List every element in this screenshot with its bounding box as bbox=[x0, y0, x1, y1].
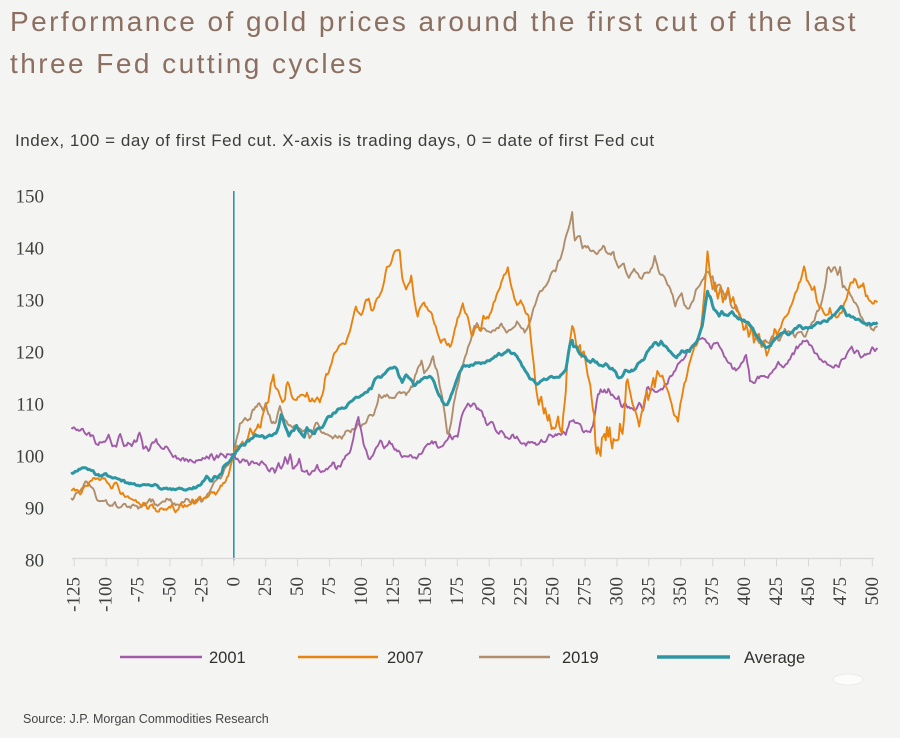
svg-text:130: 130 bbox=[16, 291, 45, 312]
svg-text:225: 225 bbox=[511, 577, 532, 606]
svg-text:425: 425 bbox=[766, 577, 787, 606]
svg-text:200: 200 bbox=[479, 577, 500, 606]
svg-text:-75: -75 bbox=[128, 577, 149, 602]
svg-text:450: 450 bbox=[798, 577, 819, 606]
svg-text:325: 325 bbox=[638, 577, 659, 606]
svg-text:100: 100 bbox=[351, 577, 372, 606]
svg-text:120: 120 bbox=[16, 343, 45, 364]
svg-text:110: 110 bbox=[16, 395, 44, 416]
svg-text:150: 150 bbox=[16, 187, 45, 208]
svg-text:350: 350 bbox=[670, 577, 691, 606]
svg-text:Average: Average bbox=[744, 649, 805, 667]
svg-text:75: 75 bbox=[319, 577, 340, 596]
svg-text:50: 50 bbox=[287, 577, 308, 596]
svg-text:300: 300 bbox=[606, 577, 627, 606]
svg-text:100: 100 bbox=[16, 447, 45, 468]
svg-text:90: 90 bbox=[25, 499, 44, 520]
svg-text:275: 275 bbox=[575, 577, 596, 606]
svg-text:2001: 2001 bbox=[209, 649, 246, 667]
svg-text:25: 25 bbox=[255, 577, 276, 596]
svg-text:2007: 2007 bbox=[387, 649, 424, 667]
svg-text:475: 475 bbox=[830, 577, 851, 606]
svg-text:125: 125 bbox=[383, 577, 404, 606]
svg-text:0: 0 bbox=[223, 577, 244, 587]
svg-text:140: 140 bbox=[16, 239, 45, 260]
svg-text:175: 175 bbox=[447, 577, 468, 606]
svg-text:250: 250 bbox=[543, 577, 564, 606]
svg-text:-25: -25 bbox=[191, 577, 212, 602]
svg-text:2019: 2019 bbox=[562, 649, 599, 667]
svg-text:-100: -100 bbox=[96, 577, 117, 612]
svg-text:150: 150 bbox=[415, 577, 436, 606]
svg-text:-125: -125 bbox=[64, 577, 85, 612]
svg-text:500: 500 bbox=[862, 577, 883, 606]
svg-text:400: 400 bbox=[734, 577, 755, 606]
svg-text:375: 375 bbox=[702, 577, 723, 606]
svg-text:80: 80 bbox=[25, 551, 44, 572]
svg-text:-50: -50 bbox=[160, 577, 181, 602]
